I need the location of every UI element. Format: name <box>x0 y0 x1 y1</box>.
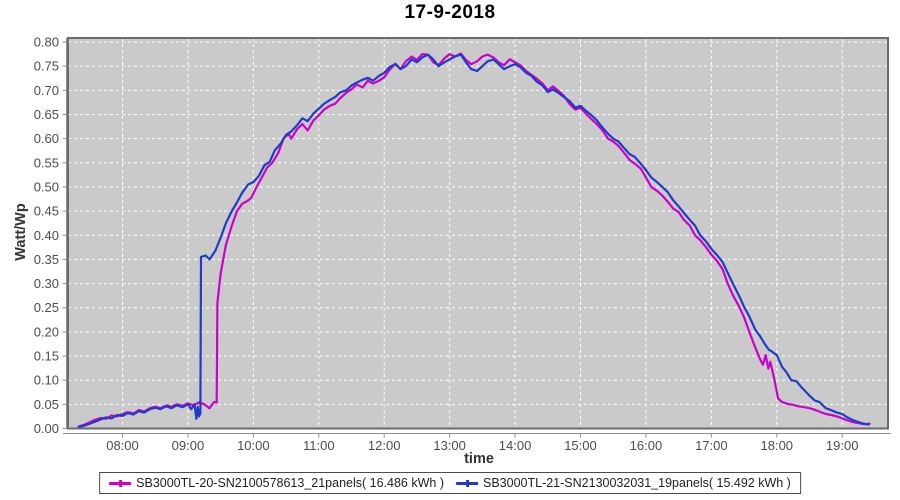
y-tick-label: 0.65 <box>34 107 59 122</box>
y-tick-label: 0.30 <box>34 276 59 291</box>
y-tick-label: 0.70 <box>34 83 59 98</box>
x-tick-label: 19:00 <box>826 438 859 453</box>
legend-entry-series-1: SB3000TL-21-SN2130032031_19panels( 15.49… <box>456 476 791 490</box>
y-tick-label: 0.45 <box>34 204 59 219</box>
y-tick-label: 0.60 <box>34 131 59 146</box>
series-0-line-swatch-icon <box>109 478 132 489</box>
y-tick-label: 0.75 <box>34 59 59 74</box>
x-tick-label: 08:00 <box>106 438 139 453</box>
y-tick-label: 0.40 <box>34 228 59 243</box>
legend-entry-series-0: SB3000TL-20-SN2100578613_21panels( 16.48… <box>109 476 444 490</box>
plot-border <box>67 37 889 430</box>
x-tick-label: 12:00 <box>368 438 401 453</box>
y-tick-label: 0.25 <box>34 300 59 315</box>
x-tick-label: 16:00 <box>630 438 663 453</box>
series-1-line-swatch-icon <box>456 478 478 489</box>
x-tick-label: 14:00 <box>499 438 532 453</box>
y-tick-label: 0.20 <box>34 324 59 339</box>
y-tick-label: 0.35 <box>34 252 59 267</box>
y-tick-label: 0.80 <box>34 35 59 50</box>
x-tick-label: 09:00 <box>172 438 205 453</box>
x-tick-label: 15:00 <box>564 438 597 453</box>
y-tick-label: 0.15 <box>34 349 59 364</box>
legend: SB3000TL-20-SN2100578613_21panels( 16.48… <box>99 472 801 494</box>
y-tick-label: 0.00 <box>34 421 59 436</box>
legend-label-series-1: SB3000TL-21-SN2130032031_19panels( 15.49… <box>483 476 791 490</box>
y-tick-label: 0.50 <box>34 179 59 194</box>
y-tick-label: 0.10 <box>34 373 59 388</box>
x-tick-label: 11:00 <box>303 438 335 453</box>
x-tick-label: 17:00 <box>695 438 728 453</box>
y-axis-title: Watt/Wp <box>13 203 29 261</box>
x-tick-label: 13:00 <box>433 438 466 453</box>
x-tick-label: 10:00 <box>237 438 270 453</box>
series-line-0 <box>77 52 871 428</box>
plot-background <box>68 38 888 429</box>
chart-title: 17-9-2018 <box>404 2 496 23</box>
y-tick-label: 0.05 <box>34 397 59 412</box>
y-tick-label: 0.55 <box>34 155 59 170</box>
series-line-1 <box>77 53 870 429</box>
x-axis-title: time <box>464 451 494 467</box>
legend-label-series-0: SB3000TL-20-SN2100578613_21panels( 16.48… <box>136 476 444 490</box>
x-tick-label: 18:00 <box>761 438 794 453</box>
